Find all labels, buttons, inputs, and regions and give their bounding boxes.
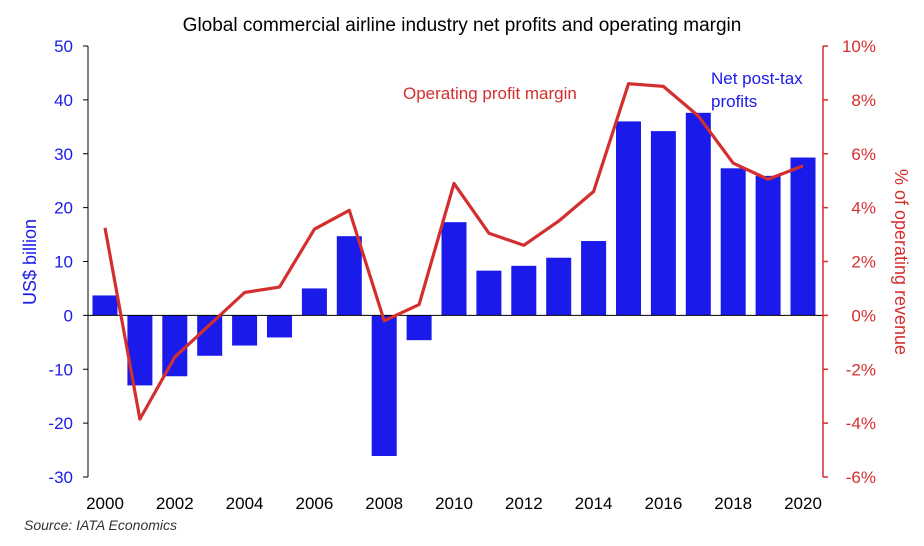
bar-2014 <box>581 241 607 316</box>
right-tick-label: -6% <box>846 468 876 487</box>
right-tick-label: -4% <box>846 414 876 433</box>
x-tick-label: 2016 <box>644 494 682 513</box>
bar-2003 <box>197 315 223 356</box>
bar-2004 <box>232 315 258 346</box>
x-tick-label: 2010 <box>435 494 473 513</box>
bar-2009 <box>406 315 432 341</box>
annotation-net-profits-line2: profits <box>711 92 757 111</box>
left-tick-label: -20 <box>48 414 73 433</box>
x-tick-label: 2000 <box>86 494 124 513</box>
left-tick-label: 50 <box>54 37 73 56</box>
right-tick-label: 6% <box>851 145 876 164</box>
right-tick-label: 2% <box>851 253 876 272</box>
y2-axis-label: % of operating revenue <box>891 169 911 355</box>
bar-2016 <box>650 131 676 316</box>
left-tick-label: 0 <box>64 306 73 325</box>
right-tick-label: -2% <box>846 360 876 379</box>
left-axis-ticks: 50 40 30 20 10 0 -10 -20 -30 <box>48 37 88 487</box>
bars <box>92 112 816 456</box>
operating-margin-line <box>103 82 804 421</box>
bar-2002 <box>162 315 188 377</box>
left-tick-label: 40 <box>54 91 73 110</box>
bar-2012 <box>511 265 537 316</box>
bar-2018 <box>720 168 746 316</box>
x-tick-label: 2018 <box>714 494 752 513</box>
right-tick-label: 10% <box>842 37 876 56</box>
x-axis-ticks: 2000 2002 2004 2006 2008 2010 2012 2014 2016 2018… <box>86 494 822 513</box>
line-group <box>103 82 804 421</box>
bar-2015 <box>616 121 641 316</box>
left-tick-label: 10 <box>54 253 73 272</box>
x-tick-label: 2020 <box>784 494 822 513</box>
bar-2007 <box>336 236 362 316</box>
x-tick-label: 2008 <box>365 494 403 513</box>
bar-2017 <box>685 112 711 316</box>
bar-2020 <box>790 157 816 316</box>
bar-2006 <box>301 288 327 316</box>
bar-2019 <box>755 175 781 316</box>
x-tick-label: 2002 <box>156 494 194 513</box>
bar-2008 <box>371 315 397 456</box>
annotation-operating-margin: Operating profit margin <box>403 84 577 103</box>
source-note: Source: IATA Economics <box>24 517 178 533</box>
annotation-net-profits-line1: Net post-tax <box>711 69 803 88</box>
left-tick-label: 30 <box>54 145 73 164</box>
chart-title: Global commercial airline industry net p… <box>183 15 742 36</box>
left-tick-label: -30 <box>48 468 73 487</box>
right-tick-label: 0% <box>851 306 876 325</box>
x-tick-label: 2004 <box>226 494 264 513</box>
left-tick-label: -10 <box>48 360 73 379</box>
bar-2000 <box>92 295 118 316</box>
x-tick-label: 2006 <box>295 494 333 513</box>
left-tick-label: 20 <box>54 199 73 218</box>
right-tick-label: 8% <box>851 91 876 110</box>
y-axis-label: US$ billion <box>20 219 40 305</box>
right-tick-label: 4% <box>851 199 876 218</box>
bar-2005 <box>267 315 292 338</box>
x-tick-label: 2014 <box>575 494 613 513</box>
x-tick-label: 2012 <box>505 494 543 513</box>
bar-2013 <box>546 257 572 316</box>
right-axis-ticks: 10% 8% 6% 4% 2% 0% -2% -4% -6% <box>823 37 876 487</box>
bar-2011 <box>476 270 502 316</box>
bar-2010 <box>441 222 467 316</box>
